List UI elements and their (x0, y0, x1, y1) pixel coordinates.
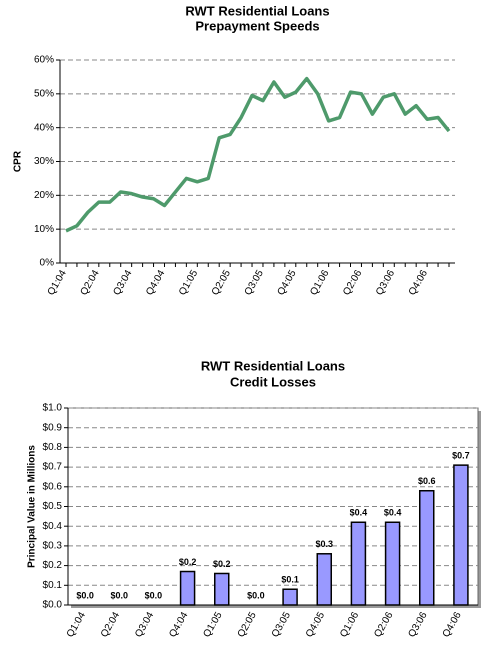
x-tick-label: Q2:05 (236, 610, 259, 639)
y-tick-label: $0.1 (43, 580, 63, 591)
y-tick-label: $1.0 (43, 403, 63, 414)
y-axis-label: Principal Value in Millions (27, 445, 38, 568)
y-tick-label: $0.9 (43, 422, 63, 433)
x-tick-label: Q3:05 (243, 268, 266, 297)
bar (384, 521, 401, 606)
value-label: $0.0 (76, 590, 94, 600)
y-tick-label: $0.0 (43, 600, 63, 611)
chart-title: RWT Residential Loans (185, 3, 329, 18)
x-tick-label: Q3:06 (406, 610, 429, 639)
x-tick-label: Q4:04 (144, 268, 167, 297)
x-tick-label: Q4:06 (441, 610, 464, 639)
x-tick-label: Q3:04 (133, 610, 156, 639)
y-tick-label: $0.7 (43, 462, 63, 473)
y-tick-label: 40% (34, 122, 54, 133)
y-tick-label: $0.2 (43, 560, 63, 571)
x-tick-label: Q1:05 (177, 268, 200, 297)
x-tick-label: Q1:06 (338, 610, 361, 639)
y-tick-label: 0% (40, 258, 55, 269)
value-label: $0.0 (145, 590, 163, 600)
x-tick-label: Q2:04 (79, 268, 102, 297)
x-tick-label: Q2:05 (210, 268, 233, 297)
value-label: $0.2 (213, 559, 231, 569)
x-tick-label: Q2:04 (99, 610, 122, 639)
value-label: $0.4 (350, 508, 368, 518)
bar (282, 588, 298, 606)
x-tick-label: Q4:04 (167, 610, 190, 639)
x-tick-label: Q1:04 (46, 268, 69, 297)
x-tick-label: Q2:06 (372, 610, 395, 639)
value-label: $0.2 (179, 557, 197, 567)
y-tick-label: $0.3 (43, 541, 63, 552)
value-label: $0.6 (418, 476, 436, 486)
bar (214, 572, 230, 606)
bar (179, 570, 196, 606)
y-axis-label: CPR (13, 150, 24, 172)
y-tick-label: $0.8 (43, 442, 63, 453)
y-tick-label: 60% (34, 55, 54, 66)
chart-subtitle: Credit Losses (230, 374, 316, 389)
value-label: $0.4 (384, 508, 402, 518)
x-tick-label: Q4:05 (276, 268, 299, 297)
line (65, 76, 451, 233)
chart-subtitle: Prepayment Speeds (195, 18, 319, 33)
x-tick-label: Q1:05 (201, 610, 224, 639)
y-tick-label: 30% (34, 156, 54, 167)
x-tick-label: Q1:06 (308, 268, 331, 297)
value-label: $0.3 (315, 539, 333, 549)
x-tick-label: Q3:05 (270, 610, 293, 639)
y-tick-label: 50% (34, 88, 54, 99)
x-tick-label: Q3:06 (374, 268, 397, 297)
value-label: $0.0 (110, 590, 128, 600)
value-label: $0.7 (452, 451, 470, 461)
y-tick-label: 10% (34, 224, 54, 235)
y-tick-label: 20% (34, 190, 54, 201)
y-tick-label: $0.4 (43, 521, 63, 532)
y-tick-label: $0.5 (43, 501, 63, 512)
x-tick-label: Q4:06 (407, 268, 430, 297)
value-label: $0.1 (281, 575, 299, 585)
x-tick-label: Q3:04 (111, 268, 134, 297)
x-tick-label: Q1:04 (65, 610, 88, 639)
y-tick-label: $0.6 (43, 481, 63, 492)
x-tick-label: Q2:06 (341, 268, 364, 297)
x-tick-label: Q4:05 (304, 610, 327, 639)
chart-title: RWT Residential Loans (201, 358, 345, 373)
bar (453, 464, 469, 606)
bar (316, 553, 332, 606)
bar (350, 521, 367, 606)
value-label: $0.0 (247, 590, 265, 600)
bar (419, 489, 435, 606)
